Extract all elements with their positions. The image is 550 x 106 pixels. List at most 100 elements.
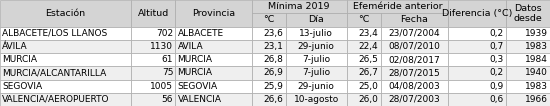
Bar	[448, 80, 506, 93]
Bar	[381, 53, 448, 66]
Bar	[252, 66, 285, 80]
Bar	[506, 0, 550, 26]
Bar	[506, 53, 550, 66]
Bar	[285, 13, 346, 26]
Bar	[506, 80, 550, 93]
Bar	[131, 26, 175, 40]
Text: 1940: 1940	[525, 68, 548, 77]
Bar	[131, 0, 175, 26]
Bar	[346, 0, 448, 13]
Bar	[506, 93, 550, 106]
Text: 28/07/2003: 28/07/2003	[388, 95, 441, 104]
Text: 29-junio: 29-junio	[298, 82, 334, 91]
Bar	[381, 80, 448, 93]
Bar	[381, 66, 448, 80]
Bar	[346, 40, 381, 53]
Text: 22,4: 22,4	[359, 42, 378, 51]
Text: 29-junio: 29-junio	[298, 42, 334, 51]
Text: 08/07/2010: 08/07/2010	[388, 42, 441, 51]
Text: VALENCIA/AEROPUERTO: VALENCIA/AEROPUERTO	[2, 95, 109, 104]
Text: 10-agosto: 10-agosto	[294, 95, 339, 104]
Bar	[0, 0, 131, 26]
Bar	[448, 40, 506, 53]
Text: 0,6: 0,6	[490, 95, 504, 104]
Text: 1983: 1983	[525, 42, 548, 51]
Text: 1939: 1939	[525, 29, 548, 38]
Text: SEGOVIA: SEGOVIA	[178, 82, 218, 91]
Text: Datos
desde: Datos desde	[514, 3, 542, 23]
Text: 1130: 1130	[150, 42, 173, 51]
Text: 26,9: 26,9	[263, 68, 283, 77]
Text: Estación: Estación	[46, 9, 86, 18]
Text: Altitud: Altitud	[138, 9, 169, 18]
Text: 0,2: 0,2	[490, 68, 504, 77]
Bar	[252, 40, 285, 53]
Text: 1983: 1983	[525, 82, 548, 91]
Bar	[448, 26, 506, 40]
Text: °C: °C	[358, 15, 369, 24]
Text: 25,9: 25,9	[263, 82, 283, 91]
Text: 702: 702	[156, 29, 173, 38]
Bar	[0, 53, 131, 66]
Text: SEGOVIA: SEGOVIA	[2, 82, 42, 91]
Bar	[506, 66, 550, 80]
Bar	[346, 80, 381, 93]
Bar	[252, 0, 346, 13]
Text: Mínima 2019: Mínima 2019	[268, 2, 330, 11]
Text: 26,7: 26,7	[359, 68, 378, 77]
Bar	[448, 66, 506, 80]
Text: Fecha: Fecha	[400, 15, 428, 24]
Bar	[381, 13, 448, 26]
Text: 1984: 1984	[525, 55, 548, 64]
Bar	[285, 66, 346, 80]
Text: 28/07/2015: 28/07/2015	[388, 68, 441, 77]
Text: Día: Día	[308, 15, 324, 24]
Bar	[175, 93, 252, 106]
Text: 7-julio: 7-julio	[302, 68, 330, 77]
Text: Efeméride anterior: Efeméride anterior	[353, 2, 442, 11]
Bar	[285, 93, 346, 106]
Bar	[381, 93, 448, 106]
Bar	[131, 40, 175, 53]
Text: 02/08/2017: 02/08/2017	[388, 55, 441, 64]
Bar	[448, 53, 506, 66]
Text: 75: 75	[162, 68, 173, 77]
Text: 23,1: 23,1	[263, 42, 283, 51]
Bar	[131, 93, 175, 106]
Text: MURCIA: MURCIA	[2, 55, 37, 64]
Bar	[346, 53, 381, 66]
Text: ÁVILA: ÁVILA	[2, 42, 28, 51]
Bar	[0, 40, 131, 53]
Text: 26,0: 26,0	[359, 95, 378, 104]
Text: 26,5: 26,5	[359, 55, 378, 64]
Text: AVILA: AVILA	[178, 42, 204, 51]
Bar	[252, 93, 285, 106]
Text: VALENCIA: VALENCIA	[178, 95, 222, 104]
Text: 23,6: 23,6	[263, 29, 283, 38]
Bar	[285, 80, 346, 93]
Text: 56: 56	[162, 95, 173, 104]
Bar	[285, 40, 346, 53]
Text: 0,7: 0,7	[490, 42, 504, 51]
Text: 7-julio: 7-julio	[302, 55, 330, 64]
Text: 0,2: 0,2	[490, 29, 504, 38]
Bar	[381, 26, 448, 40]
Text: 61: 61	[162, 55, 173, 64]
Bar	[175, 80, 252, 93]
Bar	[381, 40, 448, 53]
Text: 25,0: 25,0	[359, 82, 378, 91]
Bar	[346, 66, 381, 80]
Text: 13-julio: 13-julio	[299, 29, 333, 38]
Text: Diferencia (°C): Diferencia (°C)	[442, 9, 512, 18]
Bar	[175, 53, 252, 66]
Bar	[175, 66, 252, 80]
Text: ALBACETE/LOS LLANOS: ALBACETE/LOS LLANOS	[2, 29, 107, 38]
Bar	[506, 26, 550, 40]
Text: 26,6: 26,6	[263, 95, 283, 104]
Bar	[506, 40, 550, 53]
Text: 0,9: 0,9	[490, 82, 504, 91]
Bar	[175, 40, 252, 53]
Text: 26,8: 26,8	[263, 55, 283, 64]
Text: 23/07/2004: 23/07/2004	[389, 29, 440, 38]
Bar	[0, 66, 131, 80]
